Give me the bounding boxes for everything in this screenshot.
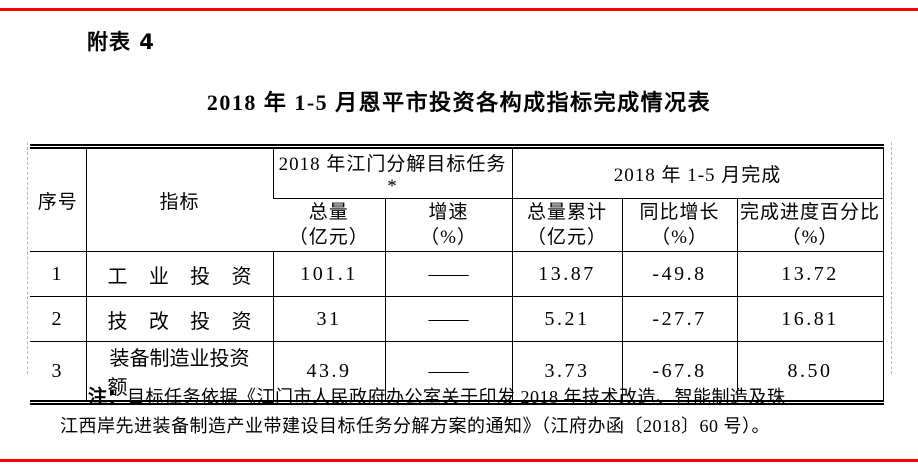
cell-yoy-growth: -67.8 [621, 341, 738, 403]
header-row-subheads: 总量 （亿元） 增速 （%） 总量累计 （亿元） 同比增长 （%） 完成进度百分… [30, 198, 884, 252]
cell-yoy-growth: -49.8 [621, 251, 738, 297]
investment-indicators-table: 序号 指标 2018 年江门分解目标任务* 2018 年 1-5 月完成 总量 … [30, 144, 884, 405]
subhead-line2: （亿元） [527, 227, 608, 248]
footnote-line1: 注：目标任务依据《江门市人民政府办公室关于印发 2018 年技术改造、智能制造及… [60, 383, 890, 412]
cell-indicator: 技改投资 [85, 296, 274, 342]
header-target-growth: 增速 （%） [384, 198, 513, 252]
cell-yoy-growth: -27.7 [621, 296, 738, 342]
header-target-total: 总量 （亿元） [273, 198, 386, 252]
footnote-label: 注： [88, 386, 128, 408]
subhead-line1: 总量累计 [527, 202, 608, 223]
cell-cumulative-total: 3.73 [511, 341, 623, 403]
cell-target-growth: —— [384, 296, 513, 342]
top-red-rule [0, 8, 918, 11]
cell-indicator: 装备制造业投资额 [85, 341, 274, 403]
cell-target-total: 31 [272, 296, 386, 342]
subhead-line1: 增速 [428, 202, 469, 223]
cell-progress-pct: 8.50 [736, 341, 884, 403]
header-seq: 序号 [30, 146, 87, 252]
table-row: 2 技改投资 31 —— 5.21 -27.7 16.81 [30, 296, 884, 342]
subhead-line2: （%） [420, 227, 477, 248]
footnote-line2: 江西岸先进装备制造产业带建设目标任务分解方案的通知》（江府办函〔2018〕60 … [60, 416, 770, 436]
header-group-completed: 2018 年 1-5 月完成 [511, 146, 884, 199]
subhead-line2: （%） [781, 227, 839, 248]
cell-progress-pct: 13.72 [736, 251, 884, 297]
header-yoy-growth: 同比增长 （%） [621, 198, 738, 252]
subhead-line1: 同比增长 [639, 202, 720, 223]
cell-cumulative-total: 5.21 [511, 296, 623, 342]
appendix-label: 附表 4 [87, 30, 155, 54]
subhead-line1: 总量 [308, 202, 349, 223]
footnote-text-line1: 目标任务依据《江门市人民政府办公室关于印发 2018 年技术改造、智能制造及珠 [127, 387, 786, 407]
header-indicator: 指标 [85, 146, 274, 252]
header-cumulative-total: 总量累计 （亿元） [511, 198, 623, 252]
cell-target-growth: —— [384, 341, 513, 403]
cell-target-total: 101.1 [272, 251, 386, 297]
subhead-line1: 完成进度百分比 [740, 202, 881, 223]
subhead-line2: （%） [651, 227, 708, 248]
cell-target-growth: —— [384, 251, 513, 297]
right-page-boundary-guide [891, 142, 892, 374]
table-row: 1 工业投资 101.1 —— 13.87 -49.8 13.72 [30, 251, 884, 297]
footnote: 注：目标任务依据《江门市人民政府办公室关于印发 2018 年技术改造、智能制造及… [60, 383, 890, 441]
cell-progress-pct: 16.81 [736, 296, 884, 342]
page-title: 2018 年 1-5 月恩平市投资各构成指标完成情况表 [206, 90, 712, 115]
bottom-red-rule [0, 459, 918, 462]
header-progress-pct: 完成进度百分比 （%） [736, 198, 884, 252]
cell-seq: 2 [30, 296, 87, 342]
left-page-boundary-guide [27, 142, 28, 374]
cell-seq: 3 [30, 341, 87, 403]
cell-seq: 1 [30, 251, 87, 297]
cell-cumulative-total: 13.87 [511, 251, 623, 297]
cell-indicator: 工业投资 [85, 251, 274, 297]
header-group-target: 2018 年江门分解目标任务* [272, 146, 513, 199]
header-row-groups: 序号 指标 2018 年江门分解目标任务* 2018 年 1-5 月完成 [30, 146, 884, 252]
table-row: 3 装备制造业投资额 43.9 —— 3.73 -67.8 8.50 [30, 341, 884, 403]
subhead-line2: （亿元） [288, 227, 369, 248]
